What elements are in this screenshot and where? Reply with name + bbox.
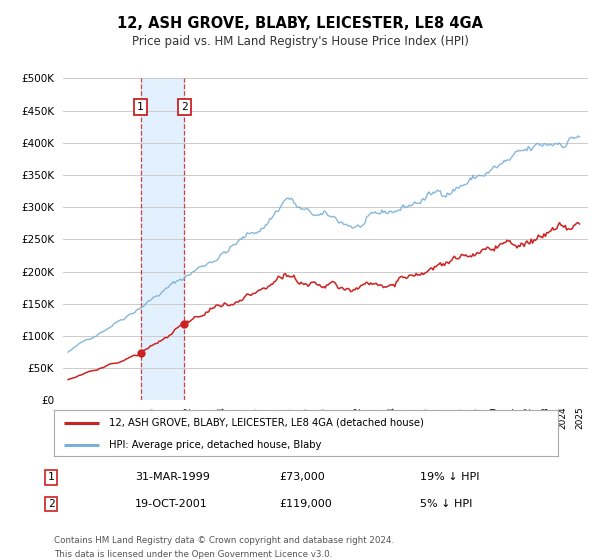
Text: Price paid vs. HM Land Registry's House Price Index (HPI): Price paid vs. HM Land Registry's House … (131, 35, 469, 48)
Text: 19-OCT-2001: 19-OCT-2001 (135, 499, 208, 509)
Text: 1: 1 (137, 102, 144, 113)
Text: 31-MAR-1999: 31-MAR-1999 (135, 472, 210, 482)
Text: Contains HM Land Registry data © Crown copyright and database right 2024.
This d: Contains HM Land Registry data © Crown c… (54, 536, 394, 559)
Text: £119,000: £119,000 (279, 499, 332, 509)
Text: 1: 1 (47, 472, 55, 482)
Bar (140, 78, 184, 400)
Text: HPI: Average price, detached house, Blaby: HPI: Average price, detached house, Blab… (109, 440, 322, 450)
Text: 2: 2 (47, 499, 55, 509)
Text: 5% ↓ HPI: 5% ↓ HPI (420, 499, 472, 509)
Text: 2: 2 (181, 102, 187, 113)
Text: £73,000: £73,000 (279, 472, 325, 482)
Text: 12, ASH GROVE, BLABY, LEICESTER, LE8 4GA: 12, ASH GROVE, BLABY, LEICESTER, LE8 4GA (117, 16, 483, 31)
Text: 12, ASH GROVE, BLABY, LEICESTER, LE8 4GA (detached house): 12, ASH GROVE, BLABY, LEICESTER, LE8 4GA… (109, 418, 424, 428)
Text: 19% ↓ HPI: 19% ↓ HPI (420, 472, 479, 482)
